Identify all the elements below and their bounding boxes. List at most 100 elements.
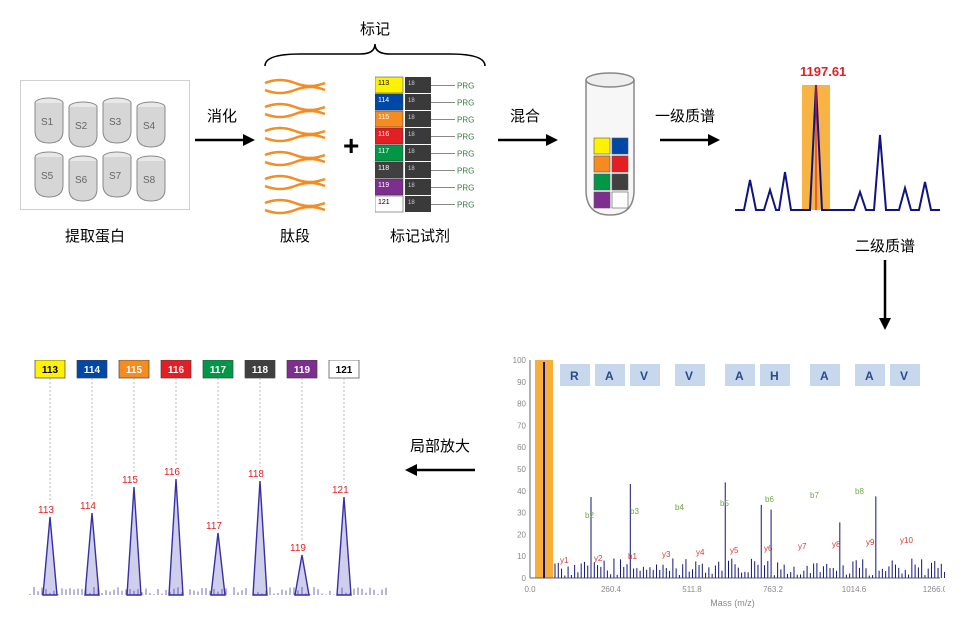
svg-text:18: 18: [408, 149, 415, 155]
ms2-chart: RAVVAHAAV01020304050607080901000.0260.45…: [500, 350, 945, 615]
label-reagents: 标记试剂: [390, 225, 450, 246]
svg-text:1266.0: 1266.0: [923, 585, 945, 594]
svg-text:511.8: 511.8: [682, 585, 702, 594]
svg-text:y4: y4: [696, 548, 705, 557]
svg-text:PRG: PRG: [457, 167, 474, 176]
svg-text:119: 119: [294, 365, 311, 376]
svg-text:117: 117: [378, 148, 389, 155]
label-peptides: 肽段: [280, 225, 310, 246]
svg-text:b1: b1: [628, 552, 637, 561]
svg-text:y5: y5: [730, 546, 739, 555]
svg-text:b5: b5: [720, 499, 729, 508]
svg-text:40: 40: [517, 487, 526, 496]
svg-text:80: 80: [517, 400, 526, 409]
sample-tubes: S1 S2 S3 S4 S5 S6 S7 S8: [20, 80, 190, 210]
label-extract-protein: 提取蛋白: [65, 225, 125, 246]
svg-text:A: A: [605, 369, 614, 383]
svg-text:117: 117: [206, 521, 222, 532]
svg-text:b2: b2: [585, 511, 594, 520]
svg-text:18: 18: [408, 98, 415, 104]
svg-text:100: 100: [513, 356, 527, 365]
svg-text:10: 10: [517, 552, 526, 561]
arrow-mix: [498, 130, 558, 150]
reporter-chart: 1131141151161171181191211131141151161171…: [20, 360, 390, 615]
svg-text:116: 116: [164, 467, 180, 478]
svg-text:PRG: PRG: [457, 82, 474, 91]
label-ms2: 二级质谱: [855, 235, 915, 256]
svg-text:R: R: [570, 369, 579, 383]
svg-text:b3: b3: [630, 507, 639, 516]
svg-text:115: 115: [378, 114, 389, 121]
svg-text:18: 18: [408, 132, 415, 138]
svg-text:114: 114: [378, 97, 389, 104]
svg-text:18: 18: [408, 81, 415, 87]
plus-sign: +: [343, 130, 359, 162]
svg-text:S5: S5: [41, 171, 54, 182]
svg-text:121: 121: [336, 365, 353, 376]
svg-text:PRG: PRG: [457, 184, 474, 193]
svg-text:90: 90: [517, 378, 526, 387]
svg-text:b8: b8: [855, 487, 864, 496]
svg-text:763.2: 763.2: [763, 585, 784, 594]
svg-text:1014.6: 1014.6: [842, 585, 867, 594]
svg-text:V: V: [685, 369, 693, 383]
svg-text:S4: S4: [143, 121, 156, 132]
svg-text:b6: b6: [765, 495, 774, 504]
svg-text:S6: S6: [75, 175, 88, 186]
labeling-reagents: 113 18 PRG 114 18 PRG 115 18 PRG 116 18 PRG 117 18 PRG…: [375, 75, 490, 225]
svg-text:y7: y7: [798, 542, 807, 551]
svg-text:y10: y10: [900, 536, 913, 545]
svg-text:113: 113: [42, 365, 59, 376]
svg-text:115: 115: [122, 475, 138, 486]
svg-text:y2: y2: [594, 554, 603, 563]
svg-text:y9: y9: [866, 538, 875, 547]
arrow-ms2: [875, 260, 895, 330]
svg-text:121: 121: [332, 485, 349, 496]
svg-text:1197.61: 1197.61: [800, 64, 846, 79]
svg-text:0: 0: [522, 574, 527, 583]
label-digest: 消化: [207, 105, 237, 126]
svg-text:118: 118: [252, 365, 269, 376]
svg-text:20: 20: [517, 530, 526, 539]
svg-text:119: 119: [378, 182, 389, 189]
svg-text:b4: b4: [675, 503, 684, 512]
svg-text:A: A: [735, 369, 744, 383]
svg-text:116: 116: [378, 131, 389, 138]
svg-text:119: 119: [290, 543, 306, 554]
svg-text:121: 121: [378, 199, 390, 206]
svg-text:y8: y8: [832, 540, 841, 549]
svg-text:S2: S2: [75, 121, 88, 132]
svg-text:S3: S3: [109, 117, 122, 128]
label-zoom: 局部放大: [410, 435, 470, 456]
svg-text:113: 113: [378, 80, 389, 87]
svg-text:114: 114: [80, 501, 96, 512]
svg-text:y1: y1: [560, 556, 569, 565]
svg-text:A: A: [820, 369, 829, 383]
arrow-zoom: [405, 460, 475, 480]
svg-text:0.0: 0.0: [524, 585, 536, 594]
svg-text:V: V: [900, 369, 908, 383]
svg-text:b7: b7: [810, 491, 819, 500]
ms1-chart: 1197.61: [730, 60, 945, 225]
svg-text:260.4: 260.4: [601, 585, 622, 594]
svg-text:S8: S8: [143, 175, 156, 186]
svg-text:PRG: PRG: [457, 150, 474, 159]
svg-text:Mass (m/z): Mass (m/z): [710, 598, 755, 608]
svg-text:117: 117: [210, 365, 227, 376]
svg-text:70: 70: [517, 421, 526, 430]
svg-text:y3: y3: [662, 550, 671, 559]
arrow-digest: [195, 130, 255, 150]
svg-text:30: 30: [517, 509, 526, 518]
svg-text:A: A: [865, 369, 874, 383]
svg-text:H: H: [770, 369, 779, 383]
svg-text:118: 118: [248, 469, 264, 480]
svg-text:60: 60: [517, 443, 526, 452]
svg-text:18: 18: [408, 200, 415, 206]
svg-text:114: 114: [84, 365, 101, 376]
peptides-graphic: [260, 75, 335, 225]
svg-text:18: 18: [408, 183, 415, 189]
svg-text:116: 116: [168, 365, 185, 376]
label-ms1: 一级质谱: [655, 105, 715, 126]
svg-text:118: 118: [378, 165, 389, 172]
svg-text:PRG: PRG: [457, 116, 474, 125]
